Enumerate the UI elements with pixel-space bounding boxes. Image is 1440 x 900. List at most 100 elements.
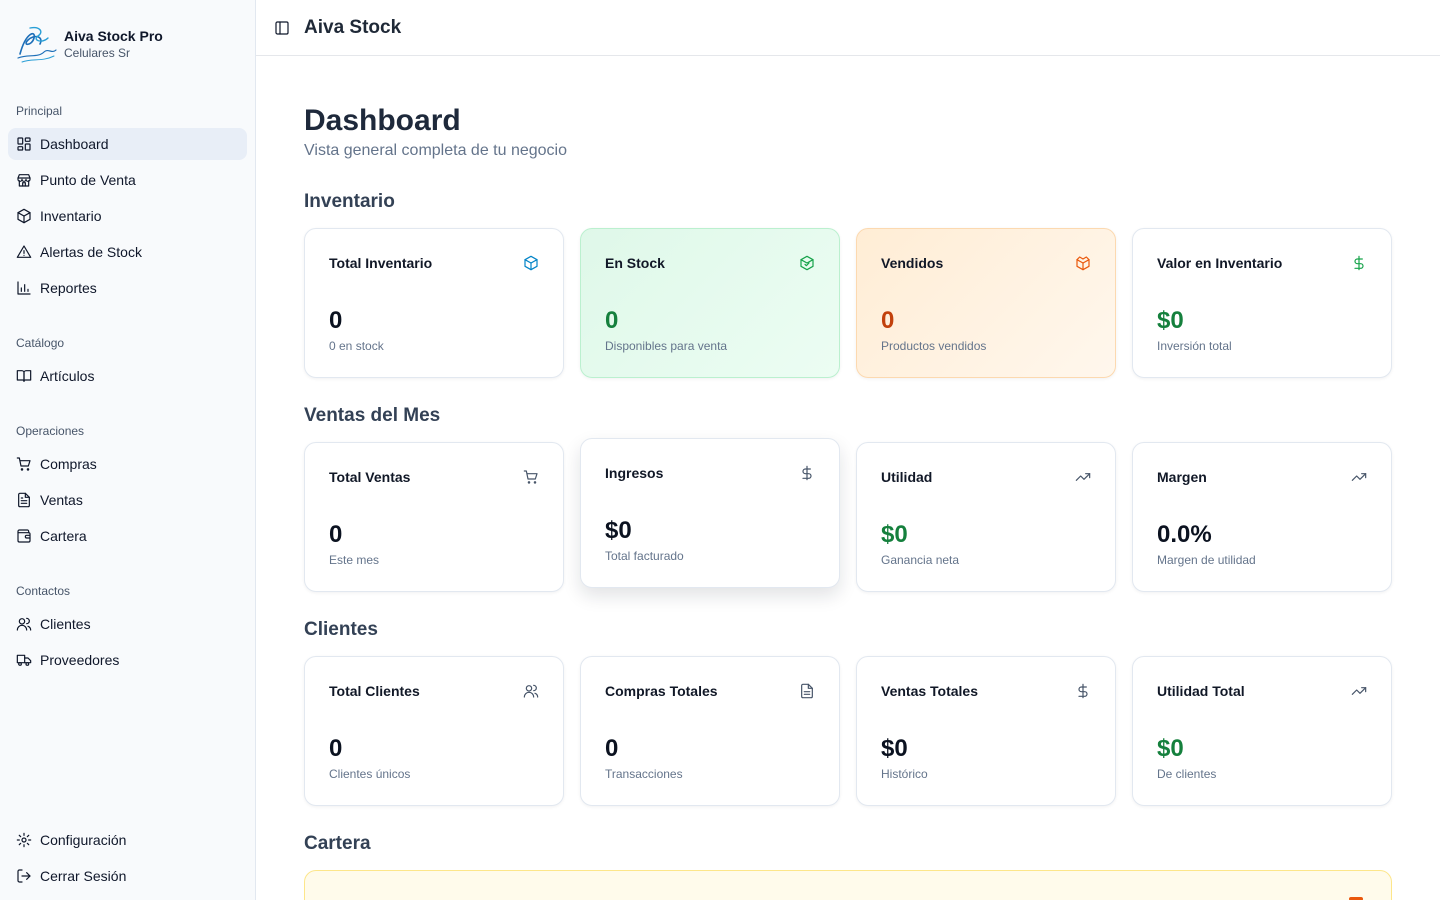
card-cartera[interactable] [304, 870, 1392, 900]
sidebar-item-articulos[interactable]: Artículos [8, 360, 247, 392]
card-description: Inversión total [1157, 339, 1232, 353]
card-description: Histórico [881, 767, 928, 781]
card-total-clientes[interactable]: Total Clientes 0 Clientes únicos [304, 656, 564, 806]
dollar-icon [1075, 683, 1091, 699]
sidebar-item-label: Artículos [40, 368, 95, 384]
sidebar: Aiva Stock Pro Celulares Sr Principal Da… [0, 0, 256, 900]
section-title-inventario: Inventario [304, 191, 395, 212]
package-check-icon [799, 255, 815, 271]
layout-dashboard-icon [17, 137, 31, 151]
card-title: Total Clientes [329, 683, 420, 699]
card-value: 0.0% [1157, 521, 1212, 548]
card-description: De clientes [1157, 767, 1217, 781]
sidebar-item-ventas[interactable]: Ventas [8, 484, 247, 516]
card-value: 0 [605, 307, 619, 334]
card-description: Transacciones [605, 767, 683, 781]
sidebar-item-inventario[interactable]: Inventario [8, 200, 247, 232]
sidebar-item-cerrar-sesion[interactable]: Cerrar Sesión [8, 860, 247, 892]
card-title: Valor en Inventario [1157, 255, 1283, 271]
card-en-stock[interactable]: En Stock 0 Disponibles para venta [580, 228, 840, 378]
app-title: Aiva Stock [304, 16, 402, 38]
sidebar-item-label: Clientes [40, 616, 91, 632]
wallet-icon [1349, 897, 1363, 900]
card-title: Total Ventas [329, 469, 411, 485]
card-title: Margen [1157, 469, 1207, 485]
card-margen[interactable]: Margen 0.0% Margen de utilidad [1132, 442, 1392, 592]
sidebar-item-label: Compras [40, 456, 97, 472]
group-label-contactos: Contactos [16, 584, 71, 598]
sidebar-item-cartera[interactable]: Cartera [8, 520, 247, 552]
users-icon [16, 617, 32, 631]
shopping-cart-icon [16, 457, 31, 471]
sidebar-item-configuracion[interactable]: Configuración [8, 824, 247, 856]
card-value: $0 [881, 521, 908, 548]
card-title: Utilidad [881, 469, 933, 485]
brand-subtitle: Celulares Sr [64, 46, 131, 60]
topbar: Aiva Stock [256, 0, 1440, 56]
group-label-operaciones: Operaciones [16, 424, 85, 438]
card-description: Ganancia neta [881, 553, 960, 567]
trending-up-icon [1351, 683, 1367, 699]
sidebar-item-reportes[interactable]: Reportes [8, 272, 247, 304]
card-description: Disponibles para venta [605, 339, 728, 353]
card-description: Este mes [329, 553, 380, 567]
card-title: Vendidos [881, 255, 944, 271]
log-out-icon [17, 869, 31, 883]
store-icon [17, 174, 31, 187]
card-description: Clientes únicos [329, 767, 411, 781]
card-description: 0 en stock [329, 339, 384, 353]
card-ventas-totales[interactable]: Ventas Totales $0 Histórico [856, 656, 1116, 806]
card-vendidos[interactable]: Vendidos 0 Productos vendidos [856, 228, 1116, 378]
sidebar-item-compras[interactable]: Compras [8, 448, 247, 480]
card-title: Total Inventario [329, 255, 433, 271]
sidebar-item-label: Cerrar Sesión [40, 868, 127, 884]
brand[interactable]: Aiva Stock Pro Celulares Sr [14, 24, 163, 64]
card-value: $0 [1157, 307, 1184, 334]
card-value: $0 [881, 735, 908, 762]
card-value: $0 [1157, 735, 1184, 762]
card-total-inventario[interactable]: Total Inventario 0 0 en stock [304, 228, 564, 378]
brand-logo [17, 26, 57, 63]
truck-icon [16, 654, 32, 666]
card-value: $0 [605, 517, 632, 544]
card-title: Ventas Totales [881, 683, 979, 699]
file-text-icon [799, 683, 815, 699]
card-total-ventas[interactable]: Total Ventas 0 Este mes [304, 442, 564, 592]
card-description: Total facturado [605, 549, 684, 563]
card-compras-totales[interactable]: Compras Totales 0 Transacciones [580, 656, 840, 806]
card-valor-inventario[interactable]: Valor en Inventario $0 Inversión total [1132, 228, 1392, 378]
section-title-clientes: Clientes [304, 619, 378, 640]
wallet-icon [17, 529, 31, 543]
panel-left-icon [275, 20, 289, 35]
card-description: Margen de utilidad [1157, 553, 1256, 567]
sidebar-item-punto-de-venta[interactable]: Punto de Venta [8, 164, 247, 196]
package-open-icon [1075, 255, 1091, 271]
brand-title: Aiva Stock Pro [64, 28, 163, 44]
sidebar-item-label: Punto de Venta [40, 172, 136, 188]
card-value: 0 [329, 307, 343, 334]
sidebar-toggle-button[interactable] [274, 20, 290, 36]
dollar-icon [799, 465, 815, 481]
dollar-icon [1351, 255, 1367, 271]
card-title: Utilidad Total [1157, 683, 1245, 699]
card-utilidad-total[interactable]: Utilidad Total $0 De clientes [1132, 656, 1392, 806]
users-icon [523, 683, 539, 699]
card-title: Compras Totales [605, 683, 718, 699]
card-ingresos[interactable]: Ingresos $0 Total facturado [580, 438, 840, 588]
trending-up-icon [1351, 469, 1367, 485]
sidebar-item-dashboard[interactable]: Dashboard [8, 128, 247, 160]
sidebar-item-alertas-de-stock[interactable]: Alertas de Stock [8, 236, 247, 268]
sidebar-item-label: Reportes [40, 280, 97, 296]
card-utilidad[interactable]: Utilidad $0 Ganancia neta [856, 442, 1116, 592]
sidebar-item-label: Ventas [40, 492, 83, 508]
trending-up-icon [1075, 469, 1091, 485]
group-label-principal: Principal [16, 104, 63, 118]
sidebar-item-proveedores[interactable]: Proveedores [8, 644, 247, 676]
book-open-icon [16, 370, 32, 382]
card-description: Productos vendidos [881, 339, 987, 353]
card-value: 0 [329, 735, 343, 762]
sidebar-item-clientes[interactable]: Clientes [8, 608, 247, 640]
file-text-icon [18, 492, 30, 508]
sidebar-item-label: Alertas de Stock [40, 244, 142, 260]
package-icon [523, 255, 539, 271]
